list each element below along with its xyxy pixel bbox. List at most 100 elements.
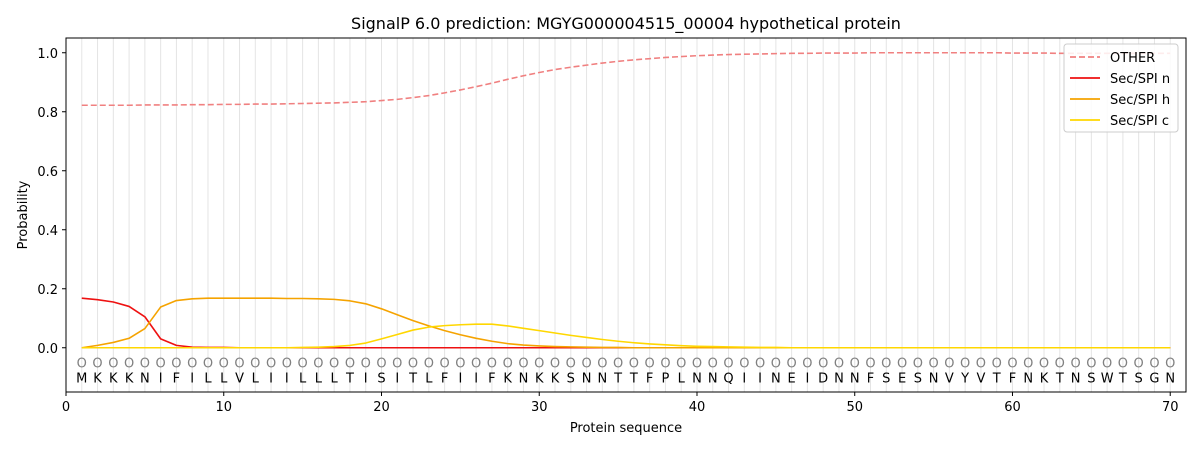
position-marker: O: [124, 357, 134, 372]
position-marker: O: [250, 357, 260, 372]
y-tick-label: 0.0: [37, 342, 58, 357]
residue-label: I: [805, 371, 809, 386]
residue-label: N: [140, 371, 150, 386]
position-marker: O: [1149, 357, 1159, 372]
chart-title: SignalP 6.0 prediction: MGYG000004515_00…: [351, 14, 901, 34]
position-marker: O: [992, 357, 1002, 372]
residue-label: I: [395, 371, 399, 386]
residue-label: L: [331, 371, 339, 386]
position-marker: O: [1007, 357, 1017, 372]
position-marker: O: [566, 357, 576, 372]
position-marker: O: [219, 357, 229, 372]
position-marker: O: [771, 357, 781, 372]
residue-label: F: [441, 371, 448, 386]
x-tick-label: 0: [62, 400, 70, 415]
legend-label: OTHER: [1110, 51, 1155, 66]
position-marker: O: [518, 357, 528, 372]
position-marker: O: [1039, 357, 1049, 372]
position-marker: O: [1055, 357, 1065, 372]
position-marker: O: [597, 357, 607, 372]
grid-layer: [81, 38, 1171, 392]
residue-label: I: [742, 371, 746, 386]
position-marker: O: [1118, 357, 1128, 372]
position-marker: O: [692, 357, 702, 372]
position-marker: O: [944, 357, 954, 372]
position-marker: O: [976, 357, 986, 372]
position-marker: O: [187, 357, 197, 372]
residue-label: I: [474, 371, 478, 386]
y-tick-label: 0.8: [37, 106, 58, 121]
y-tick-label: 1.0: [37, 47, 58, 62]
position-marker: O: [1165, 357, 1175, 372]
residue-label: V: [976, 371, 985, 386]
position-marker: O: [361, 357, 371, 372]
residue-label: S: [567, 371, 575, 386]
legend-items: OTHER Sec/SPI n Sec/SPI h Sec/SPI c: [1070, 51, 1170, 129]
legend-label: Sec/SPI n: [1110, 72, 1170, 87]
residue-label: I: [269, 371, 273, 386]
residue-label: S: [914, 371, 922, 386]
position-marker: O: [850, 357, 860, 372]
y-tick-label: 0.2: [37, 283, 58, 298]
x-tick-layer: 0 10 20 30 40 50 60 70: [62, 392, 1178, 415]
residue-label: L: [315, 371, 323, 386]
y-tick-label: 0.6: [37, 165, 58, 180]
legend-label: Sec/SPI c: [1110, 114, 1169, 129]
position-marker: O: [487, 357, 497, 372]
residue-label: N: [929, 371, 939, 386]
x-tick-label: 60: [1004, 400, 1021, 415]
position-marker: O: [108, 357, 118, 372]
residue-label: T: [629, 371, 638, 386]
position-marker: O: [376, 357, 386, 372]
residue-label: N: [1071, 371, 1081, 386]
position-marker: O: [1070, 357, 1080, 372]
residue-label: N: [834, 371, 844, 386]
series-line: [81, 323, 1171, 349]
residue-label: V: [235, 371, 244, 386]
residue-label: N: [1165, 371, 1175, 386]
position-marker: O: [818, 357, 828, 372]
position-marker: O: [881, 357, 891, 372]
residue-label: S: [1087, 371, 1095, 386]
position-marker: O: [928, 357, 938, 372]
residue-label: S: [377, 371, 385, 386]
position-marker: O: [266, 357, 276, 372]
residue-label: G: [1149, 371, 1159, 386]
residue-label: W: [1101, 371, 1114, 386]
residue-label: I: [159, 371, 163, 386]
residue-label: L: [204, 371, 212, 386]
y-axis-label: Probability: [16, 180, 31, 249]
residue-label: N: [771, 371, 781, 386]
position-marker: O: [408, 357, 418, 372]
series-layer: [81, 51, 1171, 349]
residue-label: K: [535, 371, 544, 386]
residue-label: T: [345, 371, 354, 386]
residue-label: M: [76, 371, 87, 386]
position-marker: O: [913, 357, 923, 372]
position-marker: O: [171, 357, 181, 372]
residue-label: E: [788, 371, 796, 386]
position-marker: O: [960, 357, 970, 372]
position-marker: O: [660, 357, 670, 372]
position-marker: O: [550, 357, 560, 372]
position-marker: O: [503, 357, 513, 372]
residue-label: K: [1040, 371, 1049, 386]
residue-label: S: [1135, 371, 1143, 386]
series-line: [81, 297, 1171, 349]
residue-label: L: [678, 371, 686, 386]
residue-label: N: [1023, 371, 1033, 386]
x-tick-label: 40: [689, 400, 706, 415]
residue-label: T: [408, 371, 417, 386]
series-line: [81, 51, 1171, 107]
position-marker: O: [739, 357, 749, 372]
series-line: [81, 297, 1171, 349]
residue-label: N: [597, 371, 607, 386]
position-marker: O: [581, 357, 591, 372]
position-marker: O: [723, 357, 733, 372]
residue-label: K: [503, 371, 512, 386]
residue-label: T: [1055, 371, 1064, 386]
legend: OTHER Sec/SPI n Sec/SPI h Sec/SPI c: [1063, 43, 1179, 133]
residue-label: L: [220, 371, 228, 386]
